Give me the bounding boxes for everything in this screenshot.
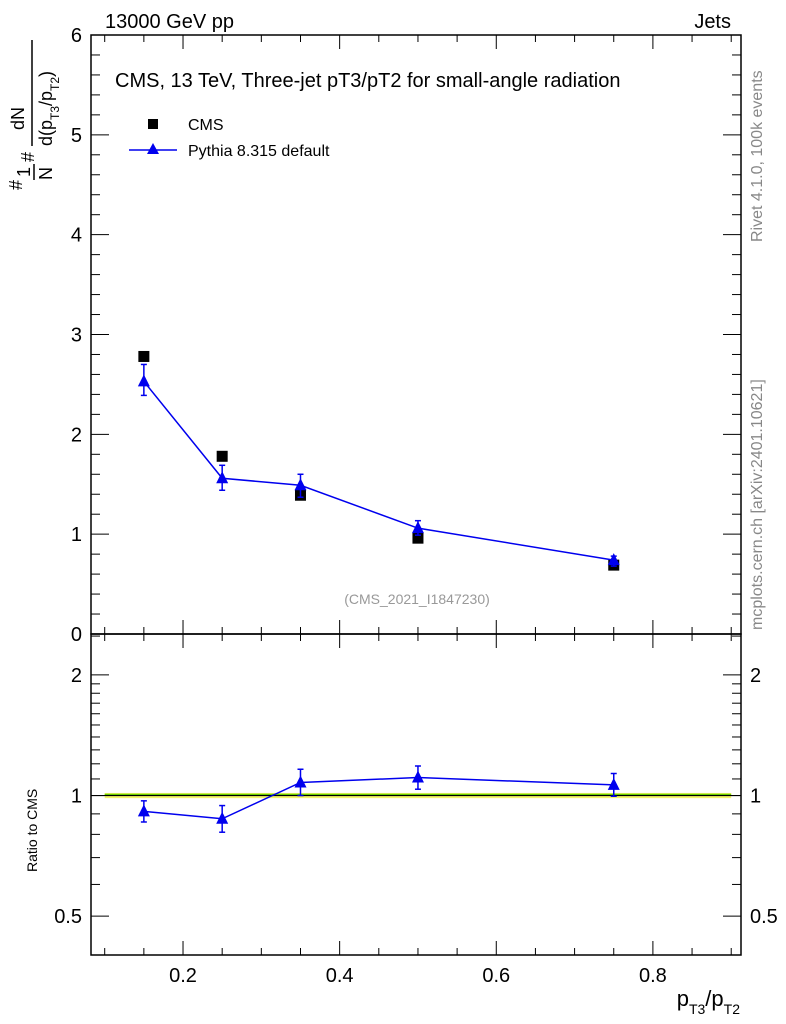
y-tick-label: 5 bbox=[71, 125, 82, 147]
ratio-y-label: Ratio to CMS bbox=[24, 789, 40, 872]
plot-title: CMS, 13 TeV, Three-jet pT3/pT2 for small… bbox=[115, 70, 620, 92]
ratio-y-tick-label-right: 2 bbox=[750, 665, 761, 687]
y-tick-label: 1 bbox=[71, 524, 82, 546]
x-tick-label: 0.2 bbox=[169, 965, 197, 987]
ratio-plot-frame bbox=[90, 633, 742, 956]
legend-label-cms: CMS bbox=[188, 117, 224, 134]
ratio-y-tick-label-right: 0.5 bbox=[750, 906, 778, 928]
pythia-point bbox=[411, 521, 424, 534]
ratio-y-tick-label: 1 bbox=[71, 786, 82, 808]
ylabel-hash2: # bbox=[18, 152, 38, 162]
cms-data-point bbox=[216, 450, 228, 462]
pythia-point bbox=[216, 471, 229, 484]
y-tick-label: 2 bbox=[71, 424, 82, 446]
ratio-pythia-point bbox=[607, 777, 620, 790]
pythia-line bbox=[143, 380, 614, 561]
pythia-point bbox=[607, 553, 620, 566]
x-axis-label: pT3/pT2 bbox=[677, 986, 741, 1017]
legend-marker-cms bbox=[148, 119, 158, 129]
legend-marker-pythia bbox=[147, 143, 159, 154]
x-tick-label: 0.8 bbox=[639, 965, 667, 987]
y-tick-label: 6 bbox=[71, 25, 82, 47]
y-tick-label: 3 bbox=[71, 325, 82, 347]
y-tick-label: 0 bbox=[71, 624, 82, 646]
ratio-y-tick-label-right: 1 bbox=[750, 786, 761, 808]
ratio-y-tick-label: 2 bbox=[71, 665, 82, 687]
header-right: Jets bbox=[694, 11, 731, 33]
legend: CMS Pythia 8.315 default bbox=[129, 117, 330, 160]
x-tick-label: 0.4 bbox=[326, 965, 354, 987]
x-tick-label: 0.6 bbox=[482, 965, 510, 987]
ylabel-den1: N bbox=[36, 167, 56, 180]
ylabel-num2: dN bbox=[8, 107, 28, 130]
header-left: 13000 GeV pp bbox=[105, 11, 234, 33]
y-tick-label: 4 bbox=[71, 225, 82, 247]
pythia-point bbox=[137, 374, 150, 387]
y-axis-label: # 1 N # dN d(pT3/pT2) bbox=[6, 40, 62, 190]
ratio-pythia-point bbox=[411, 770, 424, 783]
ratio-pythia-point bbox=[216, 811, 229, 824]
ratio-y-tick-label: 0.5 bbox=[54, 906, 82, 928]
main-plot: 0 1 2 3 4 5 6 bbox=[71, 25, 742, 955]
side-label-mcplots: mcplots.cern.ch [arXiv:2401.10621] bbox=[749, 379, 766, 630]
ylabel-hash1: # bbox=[6, 180, 26, 190]
ratio-pythia-point bbox=[294, 775, 307, 788]
pythia-point bbox=[294, 478, 307, 491]
ratio-pythia-point bbox=[137, 804, 150, 817]
ratio-plot: 0.2 0.4 0.6 0.8 0.5 0.5 1 1 2 2 bbox=[54, 633, 778, 987]
ylabel-num1: 1 bbox=[14, 167, 34, 177]
ylabel-den2: d(pT3/pT2) bbox=[36, 71, 62, 146]
cms-data-point bbox=[138, 350, 150, 362]
analysis-id: (CMS_2021_I1847230) bbox=[344, 591, 490, 607]
cms-data-point bbox=[412, 532, 424, 544]
legend-label-pythia: Pythia 8.315 default bbox=[188, 143, 330, 160]
side-label-rivet: Rivet 4.1.0, 100k events bbox=[749, 70, 766, 242]
